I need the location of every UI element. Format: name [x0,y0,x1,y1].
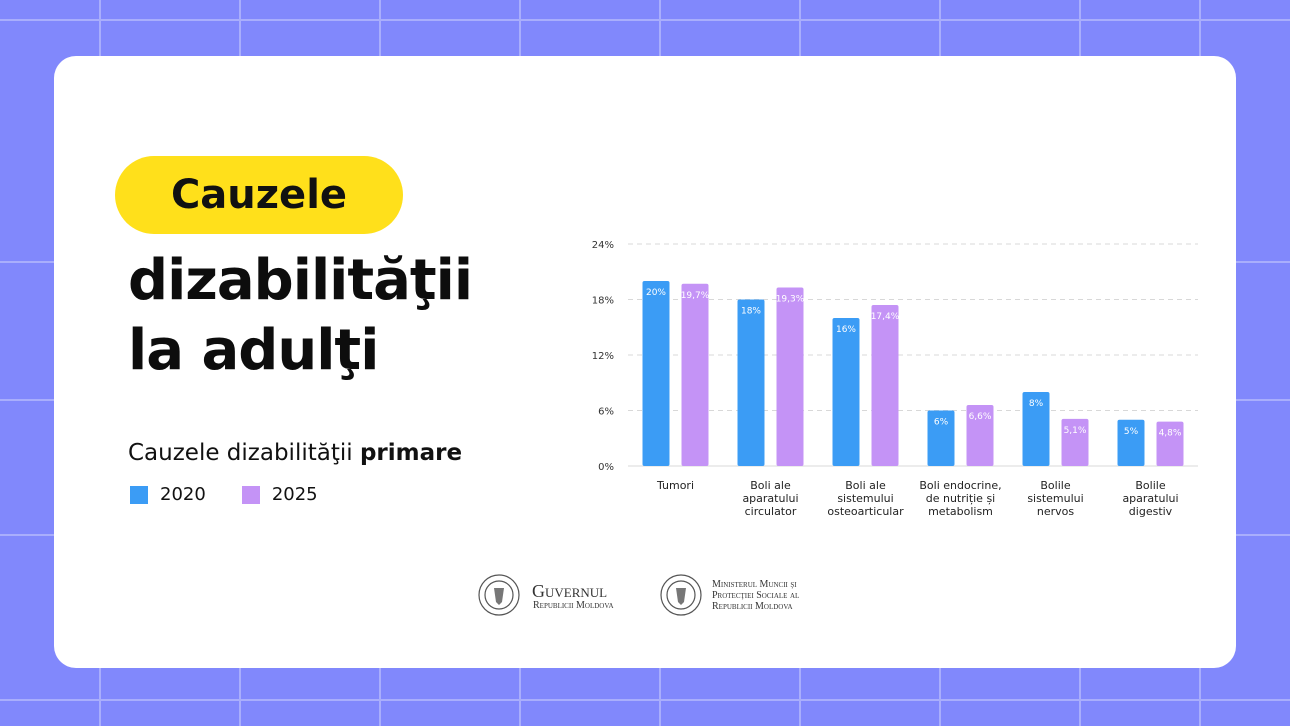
value-label: 5% [1124,427,1139,437]
bar [966,404,994,466]
value-label: 6,6% [969,412,992,422]
chart-title-bold: primare [359,440,463,466]
bar [642,281,670,466]
value-label: 4,8% [1159,429,1182,439]
x-tick-label: Bolile sistemului nervos [1027,479,1084,518]
headline: la adulţi [128,318,379,383]
gov-sub: Republicii Moldova [533,600,614,611]
legend-label: 2025 [271,484,318,505]
bar [927,410,955,466]
value-label: 6% [934,418,949,428]
chart-title: Cauzele dizabilităţii primare [128,440,462,466]
bar [737,299,765,466]
legend-swatch [130,485,148,504]
x-tick-label: Bolile aparatului digestiv [1122,479,1179,518]
y-tick-label: 6% [598,407,614,418]
gov-name: Guvernul [532,581,608,601]
title-pill: Cauzele [115,156,403,234]
y-tick-label: 12% [592,351,614,362]
headline: dizabilităţii [128,248,473,313]
legend: 2020 2025 [130,484,318,505]
legend-item: 2025 [241,484,318,505]
bar [871,305,899,466]
bar [776,287,804,466]
x-tick-label: Boli endocrine, de nutriție și metabolis… [919,479,1002,518]
bar [1061,418,1089,466]
value-label: 20% [646,288,666,298]
x-tick-label: Boli ale aparatului circulator [742,479,799,518]
ministry-name: Ministerul Muncii şi Protecţiei Sociale … [712,579,800,612]
value-label: 19,7% [681,291,710,301]
value-label: 5,1% [1064,426,1087,436]
y-tick-label: 18% [592,296,614,307]
legend-item: 2020 [130,484,206,505]
legend-label: 2020 [160,484,206,505]
chart-title-text: Cauzele dizabilităţii [128,440,353,466]
bar [1022,392,1050,466]
y-tick-label: 0% [598,462,614,473]
value-label: 8% [1029,399,1044,409]
bar [832,318,860,466]
value-label: 18% [741,307,761,317]
value-label: 17,4% [871,312,900,322]
x-tick-label: Tumori [656,479,695,492]
y-tick-label: 24% [592,240,614,251]
legend-swatch [241,485,260,504]
bar [1156,421,1184,466]
value-label: 19,3% [776,294,805,304]
bar [1117,419,1145,466]
value-label: 16% [836,325,856,335]
bar [681,283,709,466]
x-tick-label: Boli ale sistemului osteoarticular [827,479,904,518]
